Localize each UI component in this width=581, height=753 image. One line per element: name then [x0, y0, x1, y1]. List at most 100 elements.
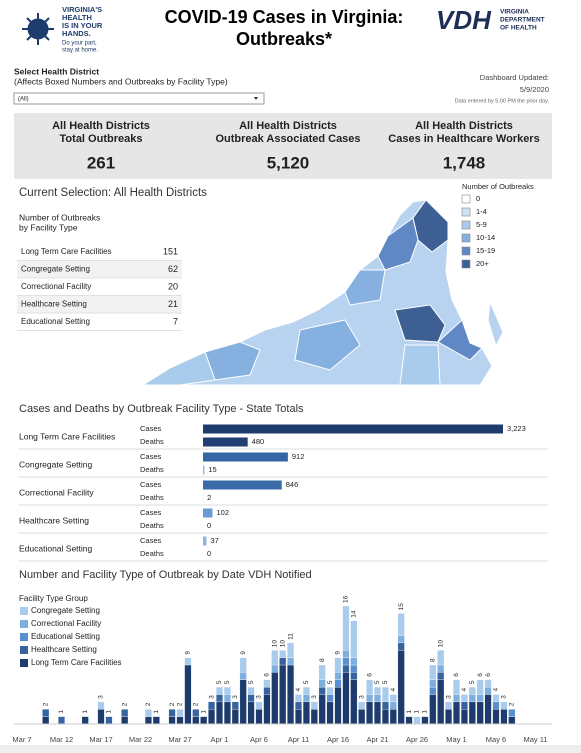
total-label: 1 [422, 710, 429, 714]
value-label: 37 [210, 536, 218, 545]
agency-name: VIRGINIA [500, 9, 529, 16]
bar-segment [389, 694, 397, 703]
bar-segment [279, 657, 287, 666]
bar-segment [342, 605, 350, 651]
bar-segment [216, 686, 223, 695]
bar-segment [453, 694, 460, 703]
total-label: 2 [509, 702, 516, 706]
bar-segment [326, 694, 334, 703]
bar-segment [318, 664, 326, 680]
kpi-value: 261 [87, 153, 115, 172]
update-label: Dashboard Updated: [480, 73, 549, 82]
bar-segment [295, 694, 302, 703]
chart-title: Number and Facility Type of Outbreak by … [19, 569, 312, 581]
legend-swatch [461, 207, 471, 217]
table-cell: Long Term Care Facilities [21, 247, 112, 256]
kpi-label: Outbreak Associated Cases [215, 133, 360, 145]
legend-swatch [20, 607, 28, 615]
map-district [141, 351, 216, 386]
legend-label: 10-14 [476, 233, 495, 242]
dropdown-box[interactable] [13, 92, 265, 105]
bar-segment [381, 701, 389, 710]
dropdown-arrow[interactable] [254, 97, 258, 100]
bar-segment [476, 679, 484, 695]
bar-segment [342, 650, 350, 658]
dropdown[interactable]: (All) [13, 92, 265, 105]
bar-segment [350, 657, 358, 666]
bar-segment [437, 650, 445, 666]
total-label: 15 [398, 603, 405, 611]
bar-segment [453, 679, 460, 695]
bar-segment [279, 650, 287, 658]
total-label: 6 [366, 673, 373, 677]
chart-title: Cases and Deaths by Outbreak Facility Ty… [19, 403, 304, 415]
logo-line: VIRGINIA'S [62, 5, 102, 14]
bar-segment [397, 613, 405, 636]
bar-segment [334, 672, 342, 680]
bar-segment [374, 701, 381, 725]
bar-segment [287, 664, 295, 725]
bar-segment [295, 701, 302, 710]
legend-label: 0 [476, 194, 480, 203]
total-label: 5 [303, 680, 310, 684]
legend-swatch [20, 620, 28, 628]
bar-segment [484, 686, 492, 695]
total-label: 5 [382, 680, 389, 684]
bar-segment [97, 701, 105, 710]
bar-segment [255, 701, 263, 710]
dropdown-value[interactable]: (All) [18, 97, 29, 103]
legend-swatch [461, 194, 471, 204]
bar-segment [223, 694, 231, 703]
bar-segment [460, 701, 468, 710]
bar-segment [334, 657, 342, 673]
logo-tagline: Do your part, [62, 41, 97, 47]
bar-segment [476, 694, 484, 703]
total-label: 16 [343, 595, 350, 603]
bar-segment [279, 664, 287, 725]
filter-note: (Affects Boxed Numbers and Outbreaks by … [14, 76, 228, 86]
bar-segment [247, 686, 255, 695]
agency-name: DEPARTMENT [500, 17, 545, 24]
total-label: 3 [232, 695, 239, 699]
bar-segment [239, 679, 247, 725]
bar-segment [397, 642, 405, 651]
bar-segment [81, 716, 89, 725]
bar-segment [492, 694, 500, 703]
total-label: 3 [358, 695, 365, 699]
legend-swatch [20, 633, 28, 641]
series-label: Deaths [140, 493, 164, 502]
value-label: 0 [207, 521, 211, 530]
legend-label: Congregate Setting [31, 606, 100, 615]
bar-segment [271, 664, 279, 673]
agency-logo: VDH [436, 5, 492, 35]
bar-segment [42, 709, 50, 717]
value-label: 3,223 [507, 424, 526, 433]
bar-segment [350, 672, 358, 680]
bar-segment [429, 679, 437, 688]
category-label: Educational Setting [19, 543, 93, 553]
bar-segment [184, 664, 192, 725]
bar-segment [484, 679, 492, 688]
bar-segment [295, 709, 302, 725]
bar [203, 536, 207, 546]
selection-label: Current Selection: All Health Districts [19, 187, 207, 199]
total-label: 4 [295, 688, 302, 692]
series-label: Cases [140, 480, 162, 489]
total-label: 2 [177, 702, 184, 706]
legend-swatch [461, 220, 471, 230]
bar-segment [302, 701, 310, 725]
value-label: 102 [216, 508, 229, 517]
legend-title: Facility Type Group [19, 594, 88, 603]
x-tick-label: May 6 [486, 735, 506, 744]
total-label: 1 [153, 710, 160, 714]
bar-segment [144, 709, 152, 717]
bar-segment [310, 709, 318, 725]
total-label: 3 [98, 695, 105, 699]
category-label: Congregate Setting [19, 459, 93, 469]
bar-segment [437, 672, 445, 680]
bar-segment [389, 709, 397, 725]
logo-icon [22, 13, 54, 45]
bar-segment [223, 701, 231, 725]
table-cell: 7 [173, 316, 178, 326]
